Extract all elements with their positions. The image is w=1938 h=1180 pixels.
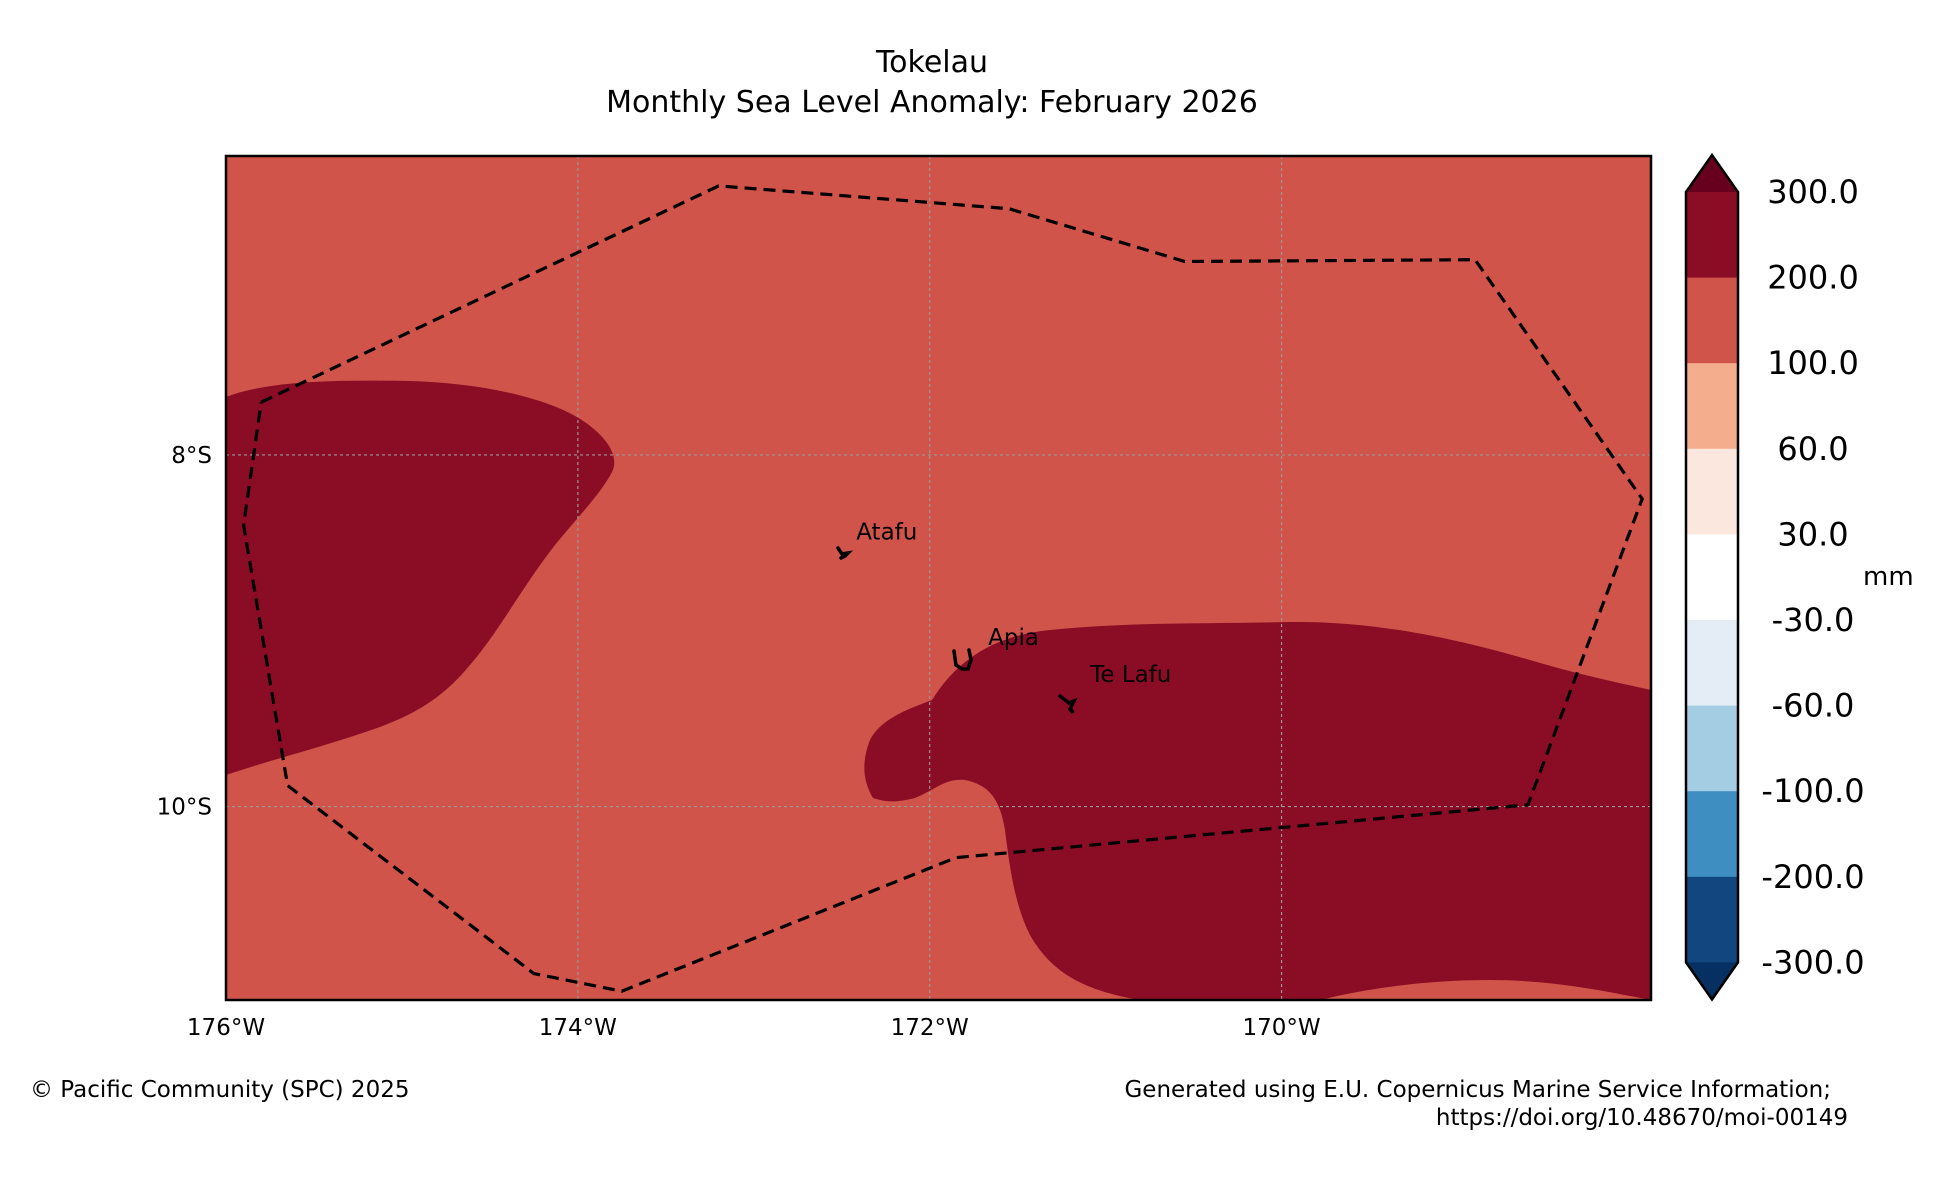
colorbar-tick-label: 60.0 <box>1777 430 1848 468</box>
colorbar-segment <box>1686 791 1738 878</box>
colorbar-segment <box>1686 705 1738 792</box>
colorbar-unit-label: mm <box>1863 562 1914 592</box>
place-label-te-lafu: Te Lafu <box>1089 662 1171 688</box>
lat-tick-label: 8°S <box>171 443 212 469</box>
data-credit-line1: Generated using E.U. Copernicus Marine S… <box>1124 1077 1831 1103</box>
colorbar-tick-label: -200.0 <box>1761 858 1864 896</box>
map-panel: Atafu Apia Te Lafu <box>224 154 1653 1002</box>
title-subtitle: Monthly Sea Level Anomaly: February 2026 <box>606 85 1258 120</box>
colorbar-extend-top <box>1686 155 1738 192</box>
colorbar-tick-label: -300.0 <box>1761 943 1864 981</box>
map-frame <box>224 154 1653 1002</box>
place-label-atafu: Atafu <box>856 520 917 546</box>
data-credit-line2: https://doi.org/10.48670/moi-00149 <box>1436 1105 1848 1131</box>
lat-tick-label: 10°S <box>157 795 212 821</box>
eez-boundary-line <box>241 184 1644 993</box>
lon-tick-label: 174°W <box>539 1015 617 1041</box>
colorbar-tick-label: -30.0 <box>1772 601 1855 639</box>
colorbar-segment <box>1686 876 1738 963</box>
colorbar-segment <box>1686 363 1738 450</box>
lon-tick-label: 176°W <box>187 1015 265 1041</box>
atoll-outlines <box>836 546 1078 715</box>
colorbar-outline <box>1684 152 1740 1002</box>
colorbar: 300.0 200.0 100.0 60.0 30.0 -30.0 -60.0 -100.0 -… <box>1684 152 1914 1002</box>
colorbar-tick-label: 100.0 <box>1767 344 1859 382</box>
colorbar-extend-bottom <box>1686 962 1738 1000</box>
colorbar-tick-label: 300.0 <box>1767 173 1859 211</box>
place-label-apia: Apia <box>988 625 1039 651</box>
colorbar-tick-label: -100.0 <box>1761 772 1864 810</box>
latitude-tick-labels: 8°S 10°S <box>157 443 212 821</box>
colorbar-segment <box>1686 277 1738 364</box>
colorbar-tick-label: 30.0 <box>1777 515 1848 553</box>
colorbar-segment <box>1686 620 1738 707</box>
colorbar-segment <box>1686 534 1738 621</box>
map-gridlines <box>226 156 1651 1000</box>
longitude-tick-labels: 176°W 174°W 172°W 170°W <box>187 1015 1321 1041</box>
copyright-text: © Pacific Community (SPC) 2025 <box>30 1077 409 1103</box>
high-anomaly-region-west <box>226 380 615 775</box>
colorbar-segment <box>1686 448 1738 535</box>
lon-tick-label: 170°W <box>1242 1015 1320 1041</box>
title-region: Tokelau <box>875 45 988 80</box>
te-lafu-outline <box>1058 694 1078 715</box>
colorbar-segment <box>1686 192 1738 279</box>
place-labels: Atafu Apia Te Lafu <box>856 520 1171 688</box>
atafu-outline <box>836 546 854 560</box>
lon-tick-label: 172°W <box>891 1015 969 1041</box>
high-anomaly-region-east <box>864 621 1651 1000</box>
colorbar-tick-label: -60.0 <box>1772 687 1855 725</box>
colorbar-tick-label: 200.0 <box>1767 259 1859 297</box>
apia-outline <box>952 648 973 671</box>
